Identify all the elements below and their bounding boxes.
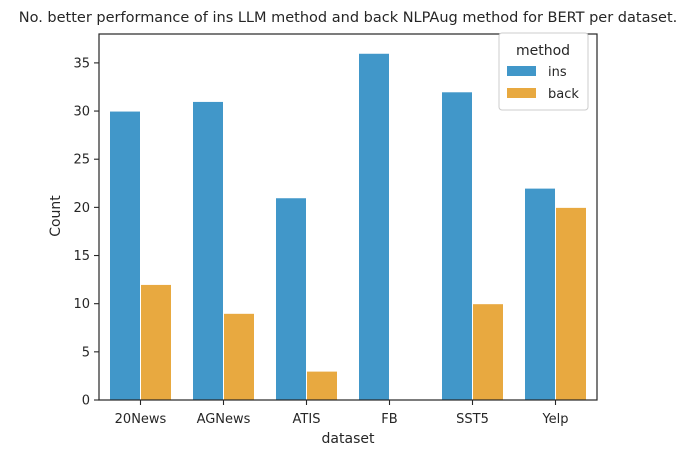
bar-back-20News (140, 283, 172, 401)
legend-label-ins: ins (548, 65, 567, 80)
x-tick-label-FB: FB (381, 412, 397, 427)
y-tick-label: 30 (73, 105, 90, 120)
y-tick-label: 0 (82, 394, 90, 409)
bar-ins-AGNews (192, 100, 224, 401)
x-axis-label: dataset (322, 431, 375, 447)
x-tick-label-Yelp: Yelp (541, 412, 568, 427)
x-axis: 20News AGNews ATIS FB SST5 Yelp (115, 400, 569, 427)
bar-back-AGNews (223, 312, 255, 401)
x-tick-label-ATIS: ATIS (293, 412, 321, 427)
x-tick-label-AGNews: AGNews (197, 412, 251, 427)
chart-title: No. better performance of ins LLM method… (19, 10, 677, 26)
bars-group (109, 52, 587, 401)
legend: method ins back (498, 32, 589, 111)
bar-ins-SST5 (441, 91, 473, 401)
plot-area: 0 5 10 15 20 25 30 35 20News AGNews ATIS FB SST5 Yel… (73, 33, 598, 427)
y-tick-label: 35 (73, 56, 90, 71)
plot-frame (98, 33, 598, 401)
x-tick-label-SST5: SST5 (456, 412, 489, 427)
legend-swatch-back (507, 88, 536, 98)
legend-items: ins back (507, 65, 579, 102)
y-tick-label: 20 (73, 201, 90, 216)
bar-ins-20News (109, 110, 141, 401)
legend-label-back: back (548, 87, 579, 102)
bar-back-ATIS (306, 370, 338, 401)
bar-back-SST5 (472, 303, 504, 401)
legend-title: method (516, 43, 570, 59)
y-tick-label: 25 (73, 153, 90, 168)
bar-ins-FB (358, 52, 390, 401)
y-tick-label: 5 (82, 345, 90, 360)
legend-swatch-ins (507, 66, 536, 76)
y-axis: 0 5 10 15 20 25 30 35 (73, 56, 99, 409)
x-tick-label-20News: 20News (115, 412, 167, 427)
bar-ins-Yelp (524, 187, 556, 401)
y-tick-label: 10 (73, 297, 90, 312)
y-tick-label: 15 (73, 249, 90, 264)
bar-ins-ATIS (275, 197, 307, 401)
bar-back-Yelp (555, 206, 587, 401)
y-axis-label: Count (48, 195, 64, 237)
